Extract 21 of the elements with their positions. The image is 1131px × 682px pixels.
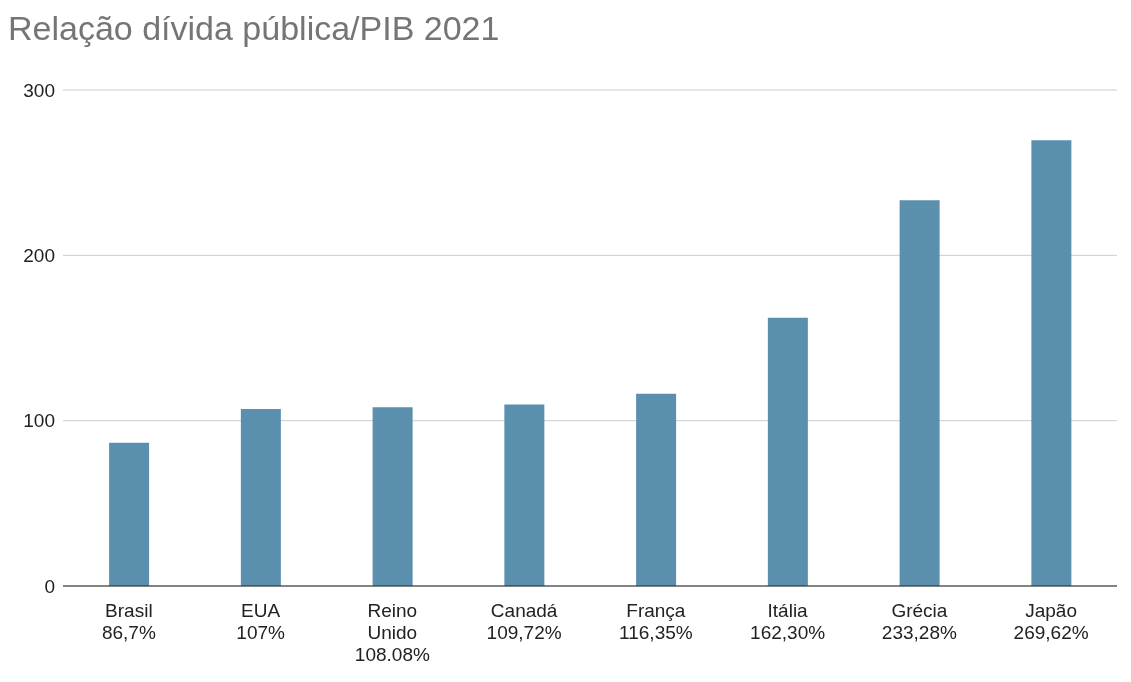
x-tick-label: Grécia 233,28% xyxy=(881,600,957,643)
chart-title: Relação dívida pública/PIB 2021 xyxy=(8,8,501,49)
y-tick-label: 300 xyxy=(23,79,55,101)
x-tick-label: EUA 107% xyxy=(236,600,286,643)
x-tick-label: Brasil 86,7% xyxy=(101,600,156,643)
bar xyxy=(240,409,281,586)
y-tick-label: 200 xyxy=(23,245,55,267)
bar xyxy=(109,442,150,586)
x-tick-label: Reino Unido 108.08% xyxy=(354,600,430,665)
x-tick-label: França 116,35% xyxy=(619,600,693,643)
y-tick-label: 100 xyxy=(23,410,55,432)
bar xyxy=(636,393,677,586)
bar xyxy=(504,404,545,586)
bar xyxy=(767,317,808,586)
x-tick-label: Japão 269,62% xyxy=(1013,600,1089,643)
bar xyxy=(899,200,940,586)
bar xyxy=(372,407,413,586)
x-tick-label: Itália 162,30% xyxy=(750,600,826,643)
y-tick-label: 0 xyxy=(44,575,55,597)
x-tick-label: Canadá 109,72% xyxy=(486,600,562,643)
bar xyxy=(1031,140,1072,586)
